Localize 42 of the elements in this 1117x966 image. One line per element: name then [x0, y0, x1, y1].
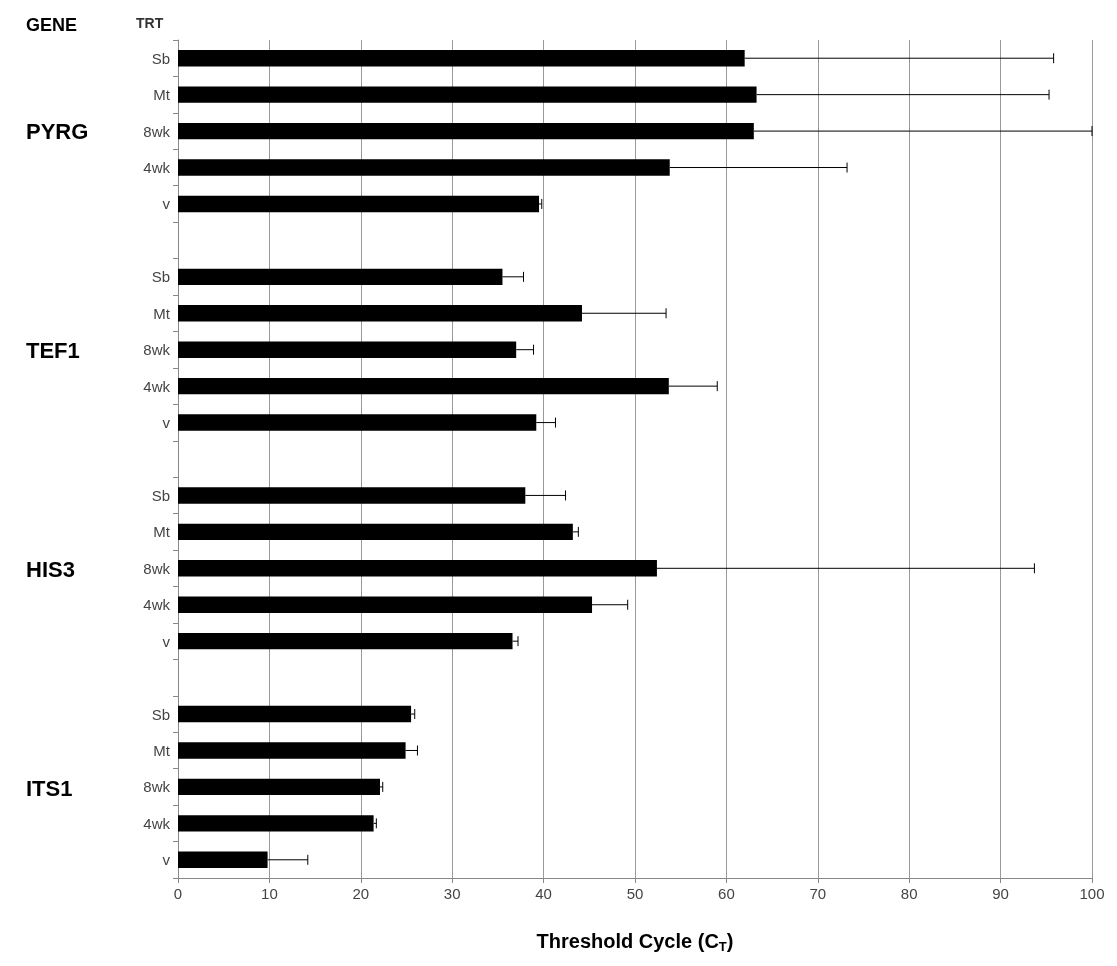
- x-tick-label: 50: [626, 885, 644, 902]
- y-tick-label: 4wk: [143, 596, 171, 614]
- y-tick-label: Mt: [153, 523, 171, 541]
- text: PYRG: [26, 118, 89, 144]
- x-tick-label: 80: [900, 885, 918, 902]
- bar: [178, 778, 380, 796]
- bar: [178, 632, 513, 650]
- x-tick-label: 70: [809, 885, 827, 902]
- x-tick-label: 40: [535, 885, 552, 902]
- x-tick-label: 90: [992, 885, 1009, 902]
- y-tick-label: v: [162, 851, 171, 869]
- x-tick-label: 20: [352, 885, 370, 902]
- text: ITS1: [26, 776, 73, 802]
- x-tick-label: 10: [261, 885, 278, 902]
- text: TRT: [136, 15, 164, 31]
- y-tick-label: v: [162, 632, 171, 650]
- bar: [178, 705, 412, 723]
- y-tick-label: Mt: [153, 741, 171, 759]
- x-tick-label: 30: [443, 885, 461, 902]
- x-tick-label: 60: [718, 885, 735, 902]
- y-tick-label: 4wk: [143, 159, 171, 177]
- text: GENE: [26, 15, 78, 35]
- y-tick-label: Sb: [151, 49, 170, 67]
- y-tick-label: 8wk: [143, 559, 171, 577]
- y-tick-label: Mt: [153, 86, 171, 104]
- y-tick-label: v: [162, 414, 171, 432]
- y-tick-label: 8wk: [143, 122, 171, 140]
- y-tick-label: 4wk: [143, 377, 171, 395]
- text: HIS3: [26, 557, 75, 583]
- bar: [178, 815, 374, 832]
- y-tick-label: 8wk: [143, 341, 171, 359]
- y-tick-label: Sb: [151, 705, 170, 723]
- y-tick-label: Mt: [153, 304, 171, 322]
- y-tick-label: 8wk: [143, 778, 171, 796]
- y-tick-label: Sb: [151, 486, 170, 504]
- x-tick-label: 100: [1079, 885, 1105, 902]
- y-tick-label: Sb: [151, 268, 170, 286]
- text: TEF1: [26, 337, 80, 363]
- bar: [178, 195, 540, 213]
- y-tick-label: 4wk: [143, 814, 171, 832]
- x-tick-label: 0: [173, 885, 183, 902]
- y-tick-label: v: [162, 195, 171, 213]
